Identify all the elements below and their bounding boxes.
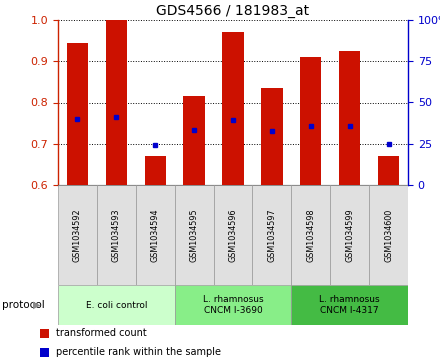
Text: L. rhamnosus
CNCM I-3690: L. rhamnosus CNCM I-3690 xyxy=(203,295,263,315)
Bar xyxy=(175,185,213,285)
Text: percentile rank within the sample: percentile rank within the sample xyxy=(56,347,221,357)
Bar xyxy=(67,43,88,185)
Text: GSM1034597: GSM1034597 xyxy=(268,208,276,262)
Text: protocol: protocol xyxy=(2,300,45,310)
Bar xyxy=(106,20,127,185)
Bar xyxy=(369,185,408,285)
Text: GSM1034593: GSM1034593 xyxy=(112,208,121,262)
Text: E. coli control: E. coli control xyxy=(86,301,147,310)
Title: GDS4566 / 181983_at: GDS4566 / 181983_at xyxy=(157,4,310,17)
Bar xyxy=(136,185,175,285)
Text: GSM1034595: GSM1034595 xyxy=(190,208,198,262)
Text: ▶: ▶ xyxy=(33,300,40,310)
Bar xyxy=(58,285,175,325)
Text: GSM1034599: GSM1034599 xyxy=(345,208,354,262)
Bar xyxy=(291,185,330,285)
Text: GSM1034594: GSM1034594 xyxy=(151,208,160,262)
Text: GSM1034600: GSM1034600 xyxy=(384,208,393,262)
Bar xyxy=(175,285,291,325)
Text: GSM1034598: GSM1034598 xyxy=(306,208,315,262)
Bar xyxy=(40,329,49,338)
Text: transformed count: transformed count xyxy=(56,329,147,338)
Bar xyxy=(261,88,282,185)
Bar xyxy=(213,185,253,285)
Bar xyxy=(330,185,369,285)
Bar xyxy=(253,185,291,285)
Text: L. rhamnosus
CNCM I-4317: L. rhamnosus CNCM I-4317 xyxy=(319,295,380,315)
Text: GSM1034596: GSM1034596 xyxy=(228,208,238,262)
Text: GSM1034592: GSM1034592 xyxy=(73,208,82,262)
Bar xyxy=(58,185,97,285)
Bar xyxy=(183,96,205,185)
Bar xyxy=(378,156,399,185)
Bar xyxy=(291,285,408,325)
Bar xyxy=(339,51,360,185)
Bar xyxy=(300,57,322,185)
Bar xyxy=(40,348,49,356)
Bar xyxy=(97,185,136,285)
Bar xyxy=(144,156,166,185)
Bar xyxy=(222,32,244,185)
